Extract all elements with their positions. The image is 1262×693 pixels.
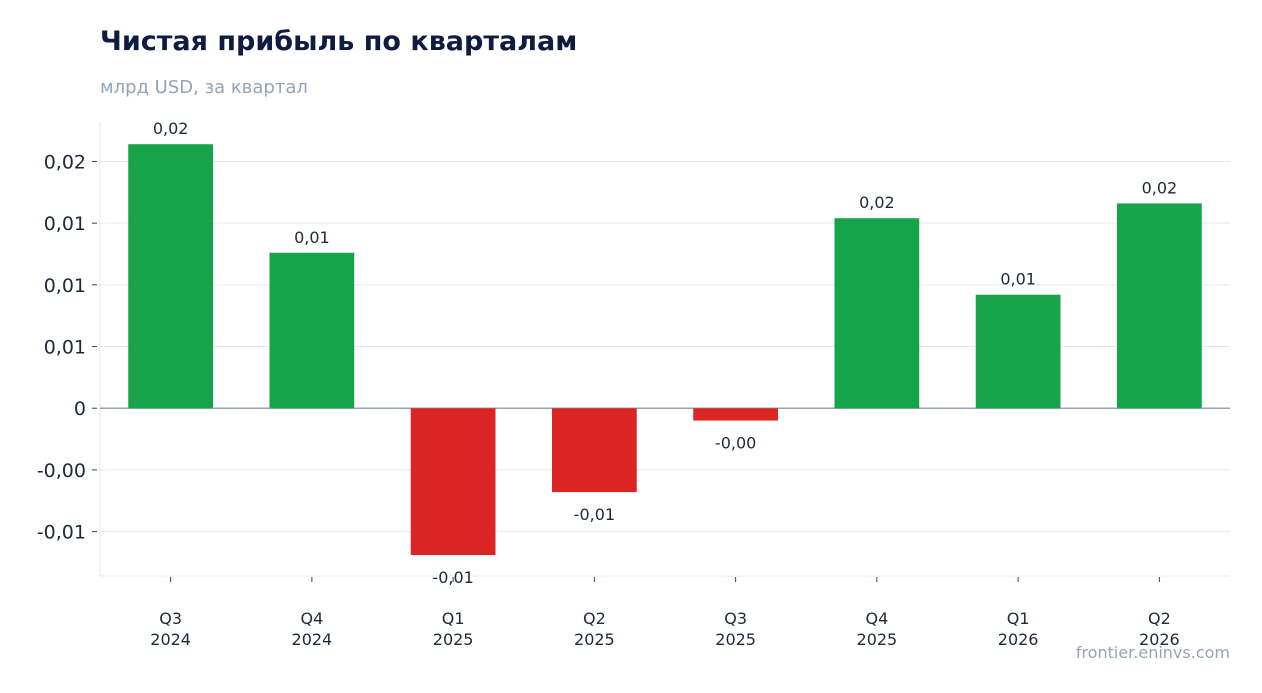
- x-tick-label: Q2 2026: [1139, 609, 1180, 649]
- x-tick-label: Q4 2025: [857, 609, 898, 649]
- x-tick-label-line: Q1: [442, 609, 465, 628]
- x-tick-label: Q2 2025: [574, 609, 615, 649]
- x-tick-label-line: Q2: [583, 609, 606, 628]
- x-tick-label: Q3 2024: [150, 609, 191, 649]
- x-tick-label-line: Q2: [1148, 609, 1171, 628]
- y-tick-label: -0,00: [37, 460, 86, 482]
- bar: [410, 408, 496, 556]
- y-axis-ticks: 0,02 0,01 0,01 0,01 0 -0,00 -0,01: [37, 151, 97, 544]
- bar: [552, 408, 637, 493]
- x-tick-label-line: 2024: [292, 630, 333, 649]
- x-tick-label: Q4 2024: [292, 609, 333, 649]
- bar: [269, 252, 355, 409]
- chart-subtitle: млрд USD, за квартал: [100, 77, 308, 98]
- data-label: -0,01: [574, 505, 615, 524]
- x-tick-label-line: 2024: [150, 630, 191, 649]
- x-tick-label-line: Q3: [724, 609, 747, 628]
- data-label: 0,02: [1142, 178, 1178, 197]
- y-tick-label: 0,01: [44, 213, 86, 235]
- bar: [975, 294, 1061, 409]
- x-tick-label-line: Q1: [1007, 609, 1030, 628]
- x-tick-label-line: 2025: [574, 630, 615, 649]
- x-tick-label: Q1 2026: [998, 609, 1039, 649]
- x-tick-label-line: 2025: [433, 630, 474, 649]
- bar: [128, 144, 213, 409]
- bars: [128, 144, 1202, 556]
- data-label: 0,01: [294, 228, 330, 247]
- chart-title: Чистая прибыль по кварталам: [100, 26, 578, 57]
- x-tick-label-line: 2025: [715, 630, 756, 649]
- x-tick-label: Q1 2025: [433, 609, 474, 649]
- x-tick-label-line: 2025: [857, 630, 898, 649]
- data-label: -0,00: [715, 434, 756, 453]
- bar: [693, 408, 778, 421]
- data-label: 0,02: [859, 193, 895, 212]
- y-tick-label: 0,02: [44, 151, 86, 173]
- bar: [1117, 203, 1202, 409]
- data-label: 0,02: [153, 119, 189, 138]
- data-labels: 0,020,01-0,01-0,01-0,000,020,010,02: [153, 119, 1177, 587]
- x-tick-label-line: 2026: [998, 630, 1039, 649]
- x-axis-ticks: Q3 2024 Q4 2024 Q1 2025 Q2 2025 Q3 2025 Q4 2025 Q1 20…: [150, 577, 1180, 649]
- x-tick-label-line: Q3: [159, 609, 182, 628]
- y-tick-label: 0,01: [44, 337, 86, 359]
- y-tick-label: -0,01: [37, 522, 86, 544]
- bar: [834, 218, 920, 409]
- x-tick-label: Q3 2025: [715, 609, 756, 649]
- source-credit: frontier.eninvs.com: [1075, 643, 1230, 662]
- data-label: 0,01: [1000, 270, 1036, 289]
- x-tick-label-line: Q4: [300, 609, 323, 628]
- y-tick-label: 0: [74, 398, 86, 420]
- x-tick-label-line: Q4: [865, 609, 888, 628]
- y-tick-label: 0,01: [44, 275, 86, 297]
- x-tick-label-line: 2026: [1139, 630, 1180, 649]
